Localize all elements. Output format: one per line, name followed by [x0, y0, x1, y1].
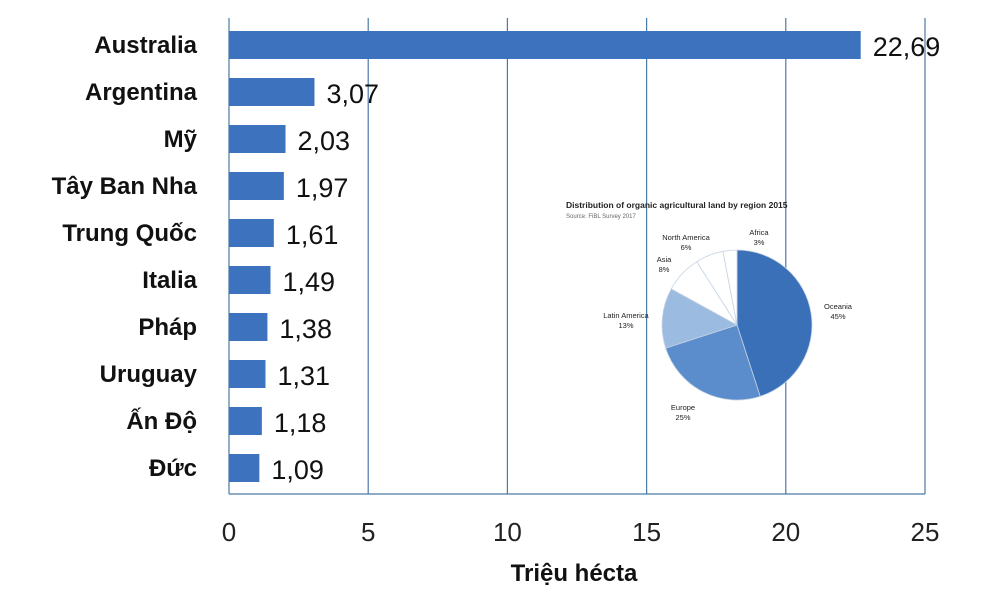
pie-slice-name: Africa: [749, 228, 769, 237]
pie-inset: Distribution of organic agricultural lan…: [566, 200, 853, 422]
data-label: 1,61: [286, 220, 339, 250]
bar: [229, 78, 315, 106]
data-label: 22,69: [873, 32, 941, 62]
bar: [229, 313, 268, 341]
x-tick-label: 5: [361, 517, 375, 547]
pie-slices: [661, 249, 813, 401]
category-label: Đức: [149, 455, 197, 482]
data-label: 1,49: [282, 267, 335, 297]
category-label: Trung Quốc: [62, 220, 197, 247]
category-label: Argentina: [85, 79, 198, 106]
x-tick-label: 20: [771, 517, 800, 547]
data-label: 1,31: [277, 361, 330, 391]
data-label: 1,97: [296, 173, 349, 203]
data-label: 2,03: [298, 126, 351, 156]
pie-slice-percent: 6%: [681, 243, 692, 252]
pie-slice-percent: 13%: [618, 321, 633, 330]
pie-slice: [736, 249, 813, 397]
bar: [229, 172, 284, 200]
bar: [229, 407, 262, 435]
bar: [229, 454, 260, 482]
category-labels: Australia Argentina Mỹ Tây Ban Nha Trung Quố…: [52, 32, 198, 482]
category-label: Australia: [94, 32, 197, 59]
pie-title: Distribution of organic agricultural lan…: [566, 200, 788, 210]
category-label: Tây Ban Nha: [52, 173, 198, 200]
bar: [229, 125, 286, 153]
category-label: Ấn Độ: [126, 407, 197, 435]
data-labels: 22,69 3,07 2,03 1,97 1,61 1,49 1,38 1,31 1,18 1,0…: [271, 32, 940, 485]
data-label: 1,18: [274, 408, 327, 438]
pie-slice-percent: 3%: [754, 238, 765, 247]
pie-slice-name: North America: [662, 233, 710, 242]
bars: [229, 31, 861, 482]
pie-slice: [661, 288, 739, 349]
data-label: 1,09: [271, 455, 324, 485]
bar: [229, 31, 861, 59]
pie-slice: [722, 249, 738, 326]
pie-slice-name: Asia: [657, 255, 672, 264]
x-tick-label: 15: [632, 517, 661, 547]
pie-slice-percent: 25%: [675, 413, 690, 422]
pie-slice-name: Europe: [671, 403, 695, 412]
x-tick-labels: 0 5 10 15 20 25: [222, 517, 940, 547]
bar: [229, 219, 274, 247]
x-tick-label: 0: [222, 517, 236, 547]
pie-slice-name: Latin America: [603, 311, 649, 320]
x-axis-title: Triệu hécta: [511, 560, 638, 587]
category-label: Pháp: [138, 314, 197, 341]
data-label: 3,07: [326, 79, 379, 109]
category-label: Mỹ: [164, 126, 198, 153]
category-label: Uruguay: [100, 361, 198, 388]
pie-slice-percent: 45%: [830, 312, 845, 321]
pie-subtitle: Source: FiBL Survey 2017: [566, 214, 636, 220]
pie-slice-name: Oceania: [824, 302, 853, 311]
pie-slice: [665, 324, 761, 401]
bar: [229, 360, 266, 388]
pie-slice-percent: 8%: [659, 265, 670, 274]
data-label: 1,38: [279, 314, 332, 344]
category-label: Italia: [142, 267, 197, 294]
bar: [229, 266, 271, 294]
grid-lines: [228, 18, 926, 495]
x-tick-label: 25: [911, 517, 940, 547]
x-tick-label: 10: [493, 517, 522, 547]
